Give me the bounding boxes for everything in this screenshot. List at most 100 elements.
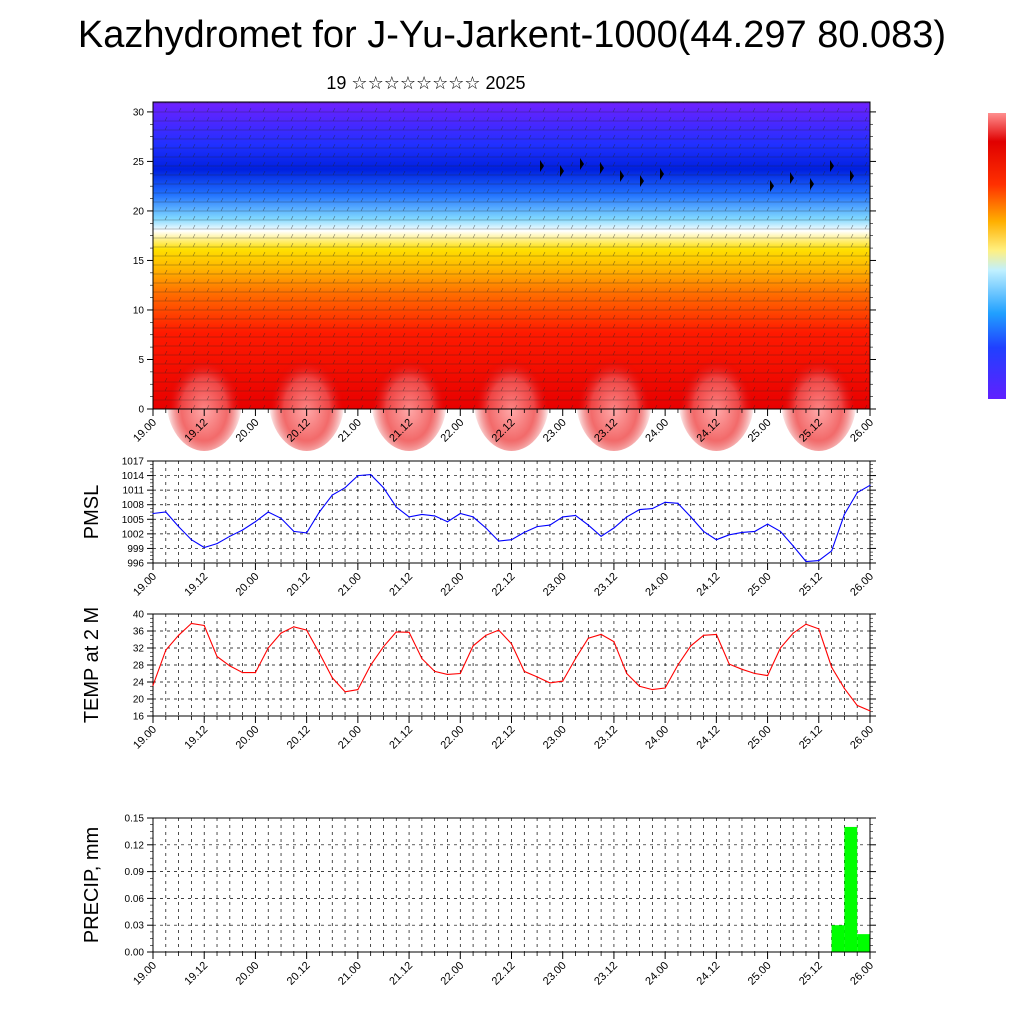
- temp-data-point: [677, 664, 679, 666]
- pmsl-data-point: [472, 516, 474, 518]
- temp-y-axis-label: TEMP at 2 M: [81, 607, 103, 723]
- pmsl-data-point: [664, 501, 666, 503]
- precip-y-tick-label: 0.03: [125, 921, 145, 932]
- pmsl-x-tick-label: 23.00: [541, 571, 569, 599]
- temp-data-point: [203, 624, 205, 627]
- pmsl-data-point: [446, 521, 449, 523]
- pmsl-data-point: [805, 560, 807, 563]
- temp-y-tick-label: 20: [133, 695, 145, 706]
- temp-data-point: [651, 689, 653, 691]
- temp-data-point: [306, 629, 308, 631]
- pmsl-y-tick-label: 1005: [122, 515, 145, 526]
- temp-y-tick-label: 16: [133, 712, 145, 723]
- temp-x-tick-label: 25.00: [746, 724, 774, 752]
- temp-data-point: [510, 643, 513, 645]
- pmsl-x-tick-label: 21.00: [336, 571, 364, 599]
- precip-x-tick-label: 20.12: [285, 960, 313, 988]
- pmsl-x-tick-label: 26.00: [848, 571, 876, 599]
- temp-x-tick-label: 24.00: [643, 724, 671, 752]
- temp-y-tick-label: 40: [133, 610, 145, 621]
- temp-data-point: [741, 668, 743, 670]
- temp-data-point: [587, 637, 589, 639]
- pmsl-data-point: [421, 513, 423, 516]
- pmsl-data-point: [395, 506, 397, 508]
- heatmap-y-tick-label: 15: [133, 256, 145, 267]
- temp-x-tick-label: 19.00: [131, 724, 159, 752]
- heatmap-y-tick-label: 30: [133, 107, 145, 118]
- temp-data-point: [357, 689, 359, 691]
- pmsl-data-point: [370, 474, 372, 476]
- pmsl-data-point: [267, 511, 269, 513]
- temp-data-point: [242, 672, 244, 674]
- pmsl-panel: 996 999 1002 1005 1008 1011 1014 1017 19.00 19.12…: [81, 457, 876, 599]
- precip-x-tick-label: 22.00: [438, 960, 466, 988]
- pmsl-y-tick-label: 1008: [122, 500, 145, 511]
- temp-y-tick-label: 28: [133, 661, 145, 672]
- pmsl-data-point: [459, 512, 461, 515]
- pmsl-data-point: [344, 487, 346, 489]
- temp-data-point: [459, 672, 461, 675]
- temp-x-tick-label: 23.00: [541, 724, 569, 752]
- precip-x-tick-label: 21.12: [387, 960, 415, 988]
- wind-barb-flag: [790, 172, 794, 184]
- precip-bar: [844, 826, 858, 952]
- temp-data-point: [600, 633, 602, 636]
- temp-data-point: [792, 632, 794, 634]
- wind-barb-flag: [540, 160, 544, 172]
- pmsl-data-point: [254, 521, 257, 523]
- temp-data-point: [293, 626, 295, 628]
- temp-x-tick-label: 20.00: [234, 724, 262, 752]
- pmsl-data-point: [830, 550, 833, 552]
- heatmap-y-tick-label: 5: [138, 355, 144, 366]
- pmsl-data-point: [677, 502, 679, 504]
- precip-x-tick-label: 25.00: [746, 960, 774, 988]
- temp-data-point: [434, 670, 436, 672]
- pmsl-x-tick-label: 25.00: [746, 571, 774, 599]
- heatmap-x-tick-label: 19.00: [131, 417, 159, 445]
- temp-data-point: [229, 665, 231, 667]
- temp-panel: 16 20 24 28 32 36 40 19.00 19.12 20.00 20.12 21.00 2…: [81, 607, 876, 752]
- precip-x-tick-label: 25.12: [797, 960, 825, 988]
- pmsl-x-tick-label: 21.12: [387, 571, 415, 599]
- pmsl-data-point: [485, 527, 487, 529]
- wind-barbs: [153, 102, 870, 409]
- pmsl-data-point: [408, 516, 410, 518]
- pmsl-x-tick-label: 22.00: [438, 571, 466, 599]
- temp-data-point: [446, 673, 449, 675]
- pmsl-x-tick-label: 24.00: [643, 571, 671, 599]
- temp-y-tick-label: 36: [133, 627, 145, 638]
- page-title: Kazhydromet for J-Yu-Jarkent-1000(44.297…: [77, 14, 947, 56]
- temp-data-point: [472, 645, 474, 647]
- temp-data-point: [754, 672, 756, 675]
- pmsl-data-point: [152, 512, 154, 515]
- temp-data-point: [165, 649, 167, 651]
- precip-x-tick-label: 23.00: [541, 960, 569, 988]
- pmsl-y-tick-label: 1011: [122, 486, 144, 497]
- temp-data-point: [190, 622, 193, 624]
- heatmap-y-tick-label: 20: [133, 206, 145, 217]
- heatmap-y-tick-label: 0: [138, 405, 144, 416]
- pmsl-data-point: [357, 474, 359, 477]
- pmsl-data-point: [216, 542, 218, 545]
- pmsl-data-point: [549, 524, 551, 526]
- pmsl-x-tick-label: 25.12: [797, 571, 825, 599]
- pmsl-data-point: [318, 511, 321, 513]
- pmsl-data-point: [792, 545, 794, 547]
- pmsl-data-point: [178, 525, 180, 528]
- precip-x-tick-label: 22.12: [490, 960, 518, 988]
- pmsl-data-point: [331, 494, 333, 496]
- precip-y-axis-label: PRECIP, mm: [81, 827, 103, 943]
- precip-y-tick-label: 0.12: [125, 840, 145, 851]
- temp-data-point: [843, 687, 845, 689]
- pmsl-data-point: [280, 517, 282, 519]
- pmsl-data-point: [498, 540, 500, 542]
- pmsl-data-point: [242, 529, 244, 531]
- temp-data-point: [370, 664, 372, 666]
- temp-data-point: [382, 646, 385, 648]
- temp-x-tick-label: 25.12: [797, 724, 825, 752]
- temp-data-point: [216, 655, 218, 658]
- temp-x-tick-label: 19.12: [182, 724, 210, 752]
- pmsl-data-point: [165, 511, 167, 513]
